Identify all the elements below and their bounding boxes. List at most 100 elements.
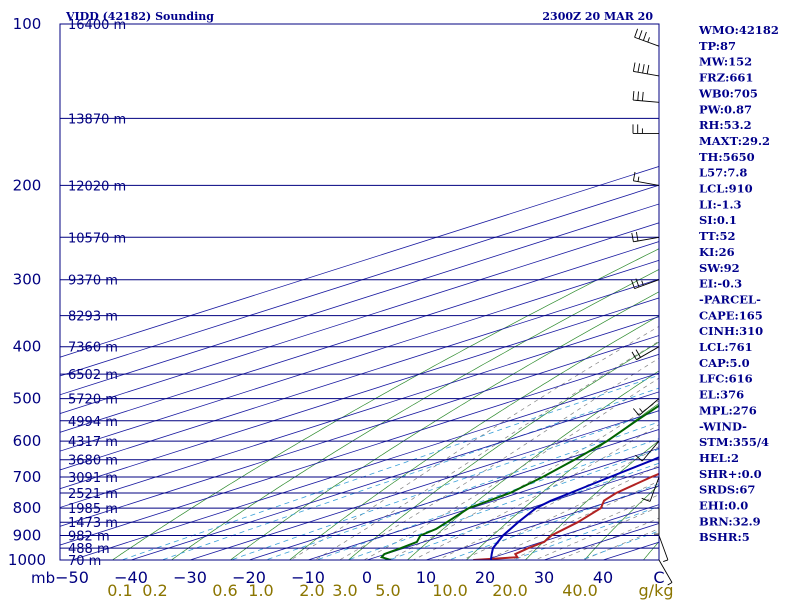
wind-barb-staff	[641, 440, 660, 462]
height-label: 8293 m	[68, 310, 118, 325]
wind-barb-flag	[635, 454, 643, 462]
moist-adiabat	[461, 464, 659, 560]
mixing-ratio-label: 0.1	[107, 581, 132, 600]
index-item: LCL:910	[699, 182, 753, 196]
index-item: TT:52	[699, 229, 736, 243]
index-item: CINH:310	[699, 324, 763, 338]
wind-barb	[632, 62, 660, 77]
wind-barb-flag	[632, 62, 636, 72]
temperature-tick-label: 0	[362, 568, 372, 587]
pressure-label: 300	[13, 271, 42, 289]
height-label: 4317 m	[68, 435, 118, 450]
index-item: STM:355/4	[699, 435, 769, 449]
isotherm	[60, 259, 659, 452]
wind-barb-staff	[634, 36, 660, 47]
pressure-label: 700	[13, 468, 42, 486]
height-label: 6502 m	[68, 368, 118, 383]
pressure-label: 500	[13, 390, 42, 408]
isotherm	[365, 466, 659, 560]
wind-barb-flag	[641, 280, 644, 286]
wind-barb	[635, 440, 660, 462]
index-item: SI:0.1	[699, 213, 737, 227]
moist-adiabat	[387, 400, 659, 560]
wind-barb-staff	[658, 559, 673, 583]
wind-barb-flag	[632, 171, 636, 181]
pressure-label: 600	[13, 432, 42, 450]
index-item: PW:0.87	[699, 102, 752, 116]
grid-lines	[60, 24, 659, 560]
isotherm	[60, 278, 659, 471]
moist-adiabat	[582, 528, 659, 560]
mixing-ratio-label: 40.0	[562, 581, 598, 600]
wind-barb-flag	[641, 91, 644, 101]
height-label: 10570 m	[68, 231, 126, 246]
index-item: -WIND-	[699, 419, 747, 433]
index-item: BSHR:5	[699, 530, 750, 544]
wind-barbs	[631, 28, 673, 586]
index-item: MAXT:29.2	[699, 134, 770, 148]
mixing-ratio-line	[579, 530, 659, 560]
wind-barb-staff	[658, 535, 669, 561]
mixing-ratio-label: 10.0	[432, 581, 468, 600]
isotherm	[306, 447, 659, 560]
pressure-unit-label: mb	[31, 569, 55, 587]
wind-barb	[641, 476, 660, 502]
isotherm	[60, 297, 659, 490]
index-item: EL:376	[699, 388, 744, 402]
plot-frame	[59, 23, 660, 561]
wind-barb-staff	[633, 99, 660, 103]
index-item: SW:92	[699, 261, 740, 275]
mixing-ratio-label: 20.0	[492, 581, 528, 600]
height-label: 5720 m	[68, 393, 118, 408]
mixing-ratio-label: 2.0	[299, 581, 324, 600]
series-temperature	[473, 472, 659, 560]
pressure-label: 100	[13, 15, 42, 33]
wind-barb-staff	[649, 476, 660, 502]
wind-barb-flag	[647, 37, 650, 43]
wind-barb-flag	[635, 232, 639, 242]
mixing-ratio-line	[120, 374, 659, 560]
dry-adiabat	[347, 341, 659, 560]
wind-barb	[658, 535, 669, 563]
index-item: L57:7.8	[699, 166, 747, 180]
height-label: 1473 m	[68, 516, 118, 531]
index-item: CAPE:165	[699, 308, 763, 322]
wind-barb	[658, 559, 673, 586]
height-label: 70 m	[68, 554, 101, 569]
mixing-ratio-line	[447, 483, 659, 560]
wind-barb-staff	[633, 70, 660, 77]
dry-adiabat	[111, 248, 659, 560]
height-label: 3091 m	[68, 471, 118, 486]
pressure-label: 200	[13, 176, 42, 194]
height-label: 12020 m	[68, 179, 126, 194]
index-item: WMO:42182	[698, 23, 779, 37]
mixing-ratio-line	[315, 438, 659, 560]
moist-adiabat	[485, 480, 659, 560]
temperature-tick-label: −20	[232, 568, 266, 587]
height-label: 7360 m	[68, 341, 118, 356]
wind-barb-staff	[633, 180, 660, 186]
series-dewpoint	[379, 404, 659, 560]
index-item: RH:53.2	[699, 118, 752, 132]
isotherm	[129, 391, 659, 560]
index-item: EHI:0.0	[699, 499, 748, 513]
pressure-label: 1000	[8, 551, 46, 569]
mixing-ratio-line	[160, 387, 659, 560]
isotherm	[188, 410, 659, 560]
wind-barb-flag	[635, 349, 641, 358]
temperature-tick-label: 30	[534, 568, 554, 587]
dry-adiabat	[524, 440, 659, 560]
wind-barb-flag	[667, 582, 673, 586]
height-label: 1985 m	[68, 502, 118, 517]
wind-barb	[632, 398, 660, 416]
index-item: LI:-1.3	[699, 197, 742, 211]
wind-barb-flag	[631, 280, 636, 289]
index-item: MW:152	[699, 55, 752, 69]
chart-title-right: 2300Z 20 MAR 20	[542, 10, 653, 23]
wind-barb-flag	[634, 28, 639, 38]
mixing-ratio-line	[346, 448, 659, 560]
wind-barb-flag	[632, 91, 635, 101]
index-item: -PARCEL-	[699, 292, 761, 306]
